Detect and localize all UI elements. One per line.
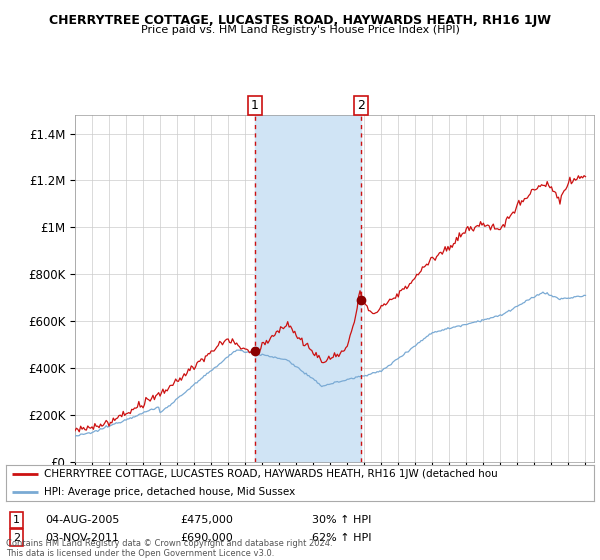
Text: £690,000: £690,000 — [180, 533, 233, 543]
Text: 2: 2 — [358, 99, 365, 112]
Text: 03-NOV-2011: 03-NOV-2011 — [45, 533, 119, 543]
Text: 1: 1 — [251, 99, 259, 112]
Text: £475,000: £475,000 — [180, 515, 233, 525]
Text: HPI: Average price, detached house, Mid Sussex: HPI: Average price, detached house, Mid … — [44, 487, 295, 497]
Text: 30% ↑ HPI: 30% ↑ HPI — [312, 515, 371, 525]
Text: Contains HM Land Registry data © Crown copyright and database right 2024.
This d: Contains HM Land Registry data © Crown c… — [6, 539, 332, 558]
Text: CHERRYTREE COTTAGE, LUCASTES ROAD, HAYWARDS HEATH, RH16 1JW (detached hou: CHERRYTREE COTTAGE, LUCASTES ROAD, HAYWA… — [44, 469, 498, 479]
Text: 1: 1 — [13, 515, 20, 525]
Text: 2: 2 — [13, 533, 20, 543]
Text: 04-AUG-2005: 04-AUG-2005 — [45, 515, 119, 525]
Text: 62% ↑ HPI: 62% ↑ HPI — [312, 533, 371, 543]
Text: Price paid vs. HM Land Registry's House Price Index (HPI): Price paid vs. HM Land Registry's House … — [140, 25, 460, 35]
Text: CHERRYTREE COTTAGE, LUCASTES ROAD, HAYWARDS HEATH, RH16 1JW: CHERRYTREE COTTAGE, LUCASTES ROAD, HAYWA… — [49, 14, 551, 27]
